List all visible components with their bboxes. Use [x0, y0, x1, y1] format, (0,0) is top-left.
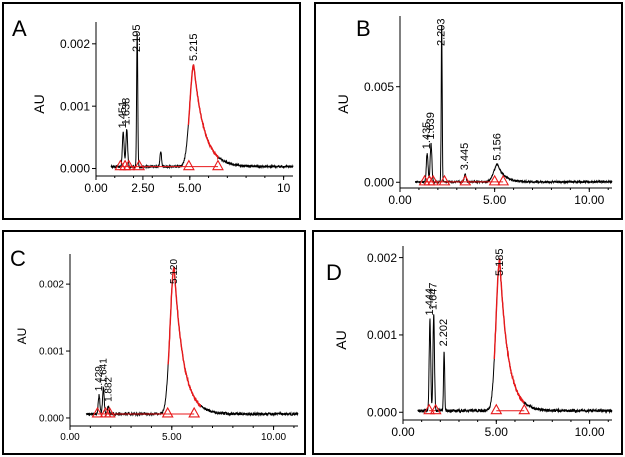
panel-label-c: C [10, 246, 26, 271]
peak-label: 1.641 [98, 358, 109, 383]
peak-label: 1.429 [94, 366, 105, 391]
peak-label: 5.185 [494, 248, 506, 276]
chromatogram-c: 0.00 5.00 10.00 0.000 0.001 0.002 AU 1.4291.641… [15, 254, 299, 443]
integration-marker [182, 159, 195, 171]
y-tick-label: 0.005 [364, 80, 394, 94]
x-tick-label: 10.00 [575, 425, 605, 439]
peak-label: 1.638 [121, 98, 133, 126]
panel-label-a: A [12, 16, 27, 41]
peak-label: 1.647 [428, 283, 440, 311]
peak-label: 1.444 [424, 288, 436, 316]
x-tick-label: 2.50 [131, 181, 155, 195]
x-tick-label: 0.00 [84, 181, 108, 195]
peak-label: 2.203 [436, 18, 448, 46]
peak-label: 5.215 [188, 33, 200, 61]
integration-marker [427, 174, 440, 186]
integrated-peak-trace [493, 257, 525, 405]
x-tick-label: 10.00 [261, 432, 286, 443]
x-tick-label: 0.00 [60, 432, 80, 443]
integration-marker [133, 159, 146, 171]
peak-label: 1.435 [421, 122, 433, 150]
integration-marker [488, 174, 501, 186]
chromatogram-trace [110, 33, 294, 170]
integration-marker [91, 406, 104, 418]
y-tick-label: 0.000 [60, 162, 90, 176]
chart-panel-b: B 0.00 5.00 10.00 0.000 0.005 AU 1.435 1.639 2.2… [314, 2, 623, 220]
y-tick-label: 0.001 [39, 347, 64, 358]
y-tick-label: 0.000 [367, 405, 397, 419]
integration-marker [188, 406, 201, 418]
y-axis-label: AU [15, 328, 29, 345]
integration-marker [423, 403, 436, 415]
integration-marker [497, 174, 510, 186]
y-tick-label: 0.001 [367, 328, 397, 342]
integration-marker [429, 403, 442, 415]
peak-label: 1.639 [425, 112, 437, 140]
peak-label: 3.445 [459, 143, 471, 171]
chart-panel-d: D 0.00 5.00 10.00 0.000 0.001 0.002 AU 1.444 1.6… [312, 230, 623, 455]
y-tick-label: 0.000 [39, 413, 64, 424]
y-tick-label: 0.002 [367, 251, 397, 265]
peak-label: 1.451 [117, 101, 129, 129]
panel-label-d: D [326, 260, 342, 285]
y-tick-label: 0.001 [60, 99, 90, 113]
peak-label: 2.202 [438, 319, 450, 347]
y-axis-label: AU [335, 94, 351, 113]
y-axis-label: AU [31, 94, 47, 113]
x-tick-label: 10 [277, 181, 291, 195]
chart-panel-a: A 0.00 2.50 5.00 10 0.000 0.001 0.002 AU 1.451 1.… [2, 2, 301, 220]
chart-panel-c: C 0.00 5.00 10.00 0.000 0.001 0.002 AU 1.429 1.6… [2, 230, 306, 455]
x-tick-label: 5.00 [485, 425, 509, 439]
x-tick-label: 5.00 [483, 193, 507, 207]
integration-marker [459, 174, 472, 186]
integrated-peak-trace [167, 266, 202, 408]
peak-label: 5.156 [492, 133, 504, 161]
integration-marker [438, 174, 451, 186]
x-tick-label: 0.00 [388, 193, 412, 207]
y-tick-label: 0.002 [60, 37, 90, 51]
x-tick-label: 10.00 [574, 193, 604, 207]
y-axis-label: AU [333, 330, 349, 349]
y-tick-label: 0.000 [364, 175, 394, 189]
integration-marker [161, 406, 174, 418]
x-tick-label: 5.00 [162, 432, 182, 443]
chromatogram-trace [414, 25, 613, 185]
panel-label-b: B [356, 16, 371, 41]
peak-label: 2.195 [131, 24, 143, 52]
chromatogram-a: 0.00 2.50 5.00 10 0.000 0.001 0.002 AU 1.4511.63… [31, 22, 294, 195]
integrated-peak-trace [187, 64, 219, 161]
y-tick-label: 0.002 [39, 280, 64, 291]
peak-label: 1.882 [103, 376, 114, 401]
x-tick-label: 5.00 [178, 181, 202, 195]
x-tick-label: 0.00 [391, 425, 415, 439]
integration-marker [122, 159, 135, 171]
peak-label: 5.120 [169, 259, 180, 284]
chromatogram-d: 0.00 5.00 10.00 0.000 0.001 0.002 AU 1.4441.647… [333, 246, 613, 439]
integration-marker [518, 403, 531, 415]
integration-marker [103, 406, 116, 418]
integration-marker [212, 159, 224, 171]
integration-marker [490, 403, 503, 415]
